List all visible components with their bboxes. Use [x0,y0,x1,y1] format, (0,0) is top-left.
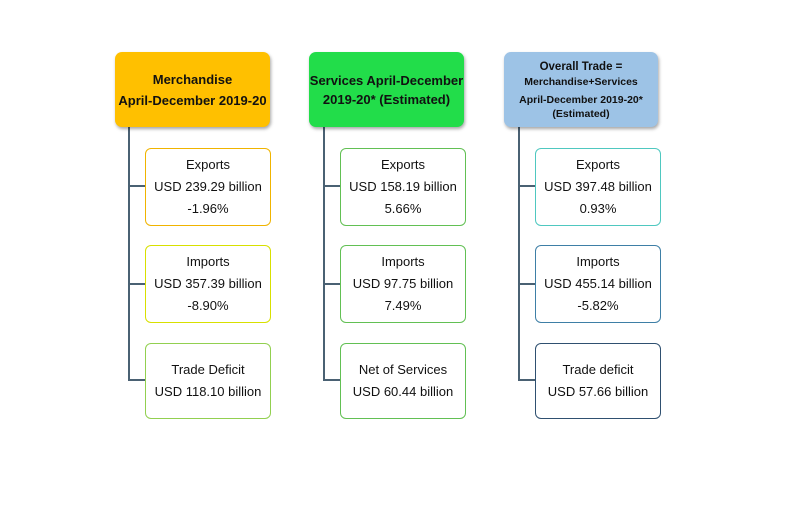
header-line: April-December 2019-20* [519,93,643,106]
merchandise-header: Merchandise April-December 2019-20 [115,52,270,127]
connector-trunk [323,127,325,381]
connector-branch [323,283,341,285]
merchandise-exports-box: Exports USD 239.29 billion -1.96% [145,148,271,226]
box-title: Trade deficit [562,362,634,377]
services-header: Services April-December 2019-20* (Estima… [309,52,464,127]
box-value: USD 239.29 billion [154,179,262,194]
box-title: Exports [575,157,621,172]
box-title: Exports [380,157,426,172]
box-growth: -8.90% [187,298,229,313]
box-value: USD 60.44 billion [352,384,454,399]
overall-trade-header: Overall Trade = Merchandise+Services Apr… [504,52,658,127]
box-title: Net of Services [358,362,448,377]
box-value: USD 357.39 billion [154,276,262,291]
box-value: USD 158.19 billion [349,179,457,194]
box-title: Imports [381,254,425,269]
connector-branch [323,379,341,381]
connector-trunk [128,127,130,381]
merchandise-trade-deficit-box: Trade Deficit USD 118.10 billion [145,343,271,419]
box-value: USD 97.75 billion [352,276,454,291]
header-line: Merchandise+Services [524,75,638,88]
box-growth: -5.82% [577,298,619,313]
box-title: Exports [185,157,231,172]
box-value: USD 397.48 billion [544,179,652,194]
header-line: Services April-December [309,72,464,88]
header-line: Merchandise [152,71,233,87]
box-title: Trade Deficit [171,362,245,377]
connector-branch [128,185,146,187]
overall-imports-box: Imports USD 455.14 billion -5.82% [535,245,661,323]
box-title: Imports [186,254,230,269]
services-imports-box: Imports USD 97.75 billion 7.49% [340,245,466,323]
box-growth: 7.49% [384,298,422,313]
connector-branch [518,283,536,285]
header-line: (Estimated) [552,107,610,120]
connector-branch [518,185,536,187]
box-growth: 5.66% [384,201,422,216]
box-value: USD 455.14 billion [544,276,652,291]
box-value: USD 57.66 billion [547,384,649,399]
header-line: Overall Trade = [539,60,623,73]
box-growth: 0.93% [579,201,617,216]
services-exports-box: Exports USD 158.19 billion 5.66% [340,148,466,226]
connector-branch [128,379,146,381]
header-line: April-December 2019-20 [118,92,267,108]
box-title: Imports [576,254,620,269]
header-line: 2019-20* (Estimated) [322,91,451,107]
connector-branch [128,283,146,285]
box-value: USD 118.10 billion [154,384,262,399]
connector-branch [323,185,341,187]
connector-branch [518,379,536,381]
services-net-box: Net of Services USD 60.44 billion [340,343,466,419]
connector-trunk [518,127,520,381]
overall-trade-deficit-box: Trade deficit USD 57.66 billion [535,343,661,419]
box-growth: -1.96% [187,201,229,216]
merchandise-imports-box: Imports USD 357.39 billion -8.90% [145,245,271,323]
overall-exports-box: Exports USD 397.48 billion 0.93% [535,148,661,226]
